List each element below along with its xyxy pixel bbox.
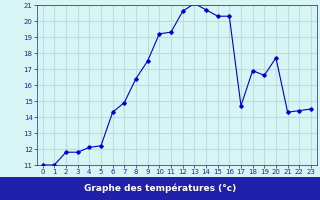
Text: Graphe des températures (°c): Graphe des températures (°c) xyxy=(84,184,236,193)
